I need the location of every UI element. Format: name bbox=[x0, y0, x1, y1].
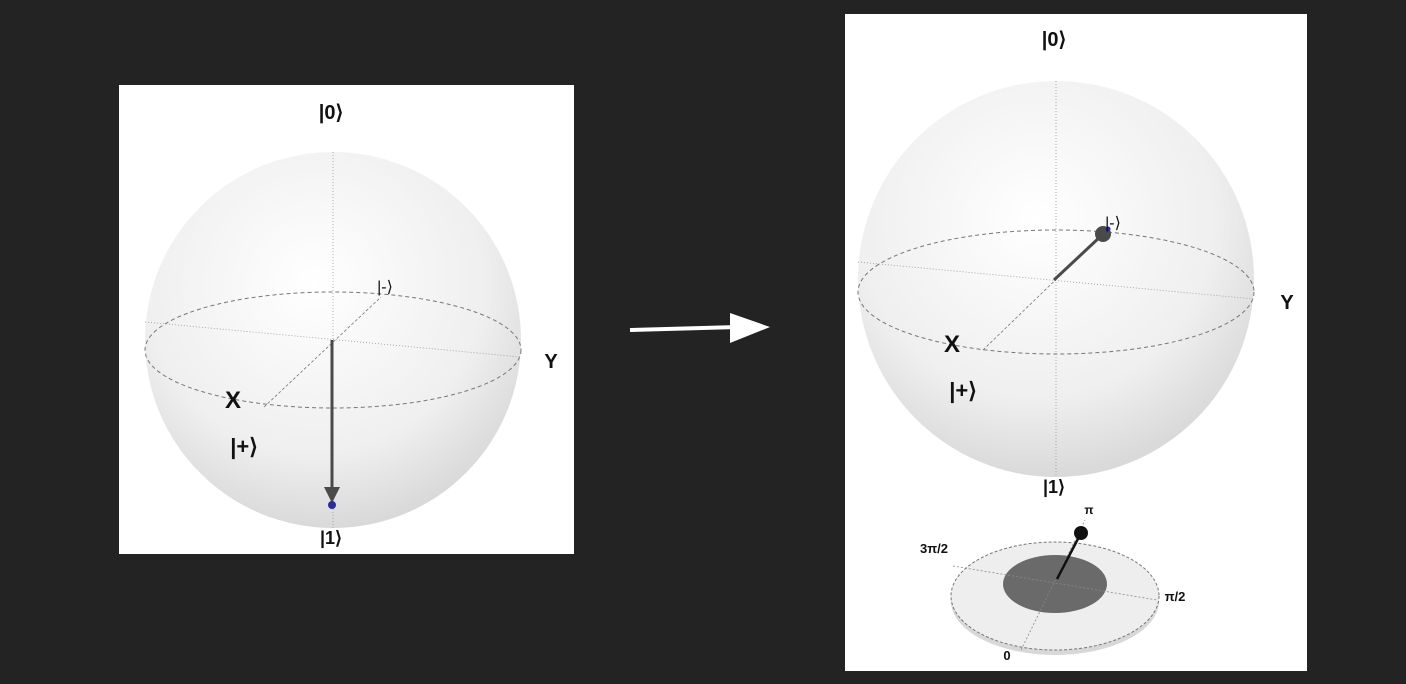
y-axis-line bbox=[857, 261, 1255, 300]
south-label: |1⟩ bbox=[320, 528, 342, 548]
phase-label-pi: π bbox=[1084, 503, 1093, 517]
bloch-sphere-before-svg: |0⟩ |1⟩ X Y |+⟩ |-⟩ bbox=[144, 102, 558, 548]
phase-label-pi-over-2: π/2 bbox=[1165, 589, 1186, 604]
north-label: |0⟩ bbox=[319, 102, 344, 124]
x-axis-line bbox=[263, 296, 382, 408]
phase-disk: 0 π/2 π 3π/2 bbox=[920, 503, 1185, 663]
state-vector bbox=[1052, 234, 1103, 282]
north-label: |0⟩ bbox=[1042, 29, 1067, 51]
minus-state-label: |-⟩ bbox=[1105, 215, 1121, 232]
x-axis-label: X bbox=[944, 331, 960, 358]
y-axis-label: Y bbox=[544, 351, 558, 373]
state-point bbox=[328, 501, 336, 509]
bloch-sphere-after-svg: |0⟩ |1⟩ X Y |+⟩ |-⟩ 0 π/2 π 3π/2 bbox=[857, 29, 1294, 663]
x-axis-label: X bbox=[225, 387, 241, 414]
arrow-head bbox=[730, 313, 770, 343]
phase-label-0: 0 bbox=[1003, 648, 1010, 663]
south-label: |1⟩ bbox=[1043, 477, 1065, 497]
state-point bbox=[1105, 226, 1111, 232]
transition-arrow bbox=[629, 313, 770, 343]
phase-disk-inner bbox=[1003, 555, 1107, 613]
arrow-shaft bbox=[629, 325, 739, 332]
phase-label-3pi-over-2: 3π/2 bbox=[920, 541, 948, 556]
phase-vector-head bbox=[1074, 526, 1088, 540]
bloch-sphere-before: |0⟩ |1⟩ X Y |+⟩ |-⟩ bbox=[119, 85, 574, 554]
phase-axis-0-pi bbox=[1020, 519, 1086, 651]
x-axis-line bbox=[982, 233, 1104, 351]
bloch-sphere-after: |0⟩ |1⟩ X Y |+⟩ |-⟩ 0 π/2 π 3π/2 bbox=[845, 14, 1307, 671]
phase-axis-pi2-3pi2 bbox=[952, 565, 1158, 601]
y-axis-label: Y bbox=[1280, 292, 1294, 314]
plus-state-label: |+⟩ bbox=[230, 434, 258, 459]
minus-state-label: |-⟩ bbox=[377, 279, 393, 296]
plus-state-label: |+⟩ bbox=[949, 378, 977, 403]
phase-vector bbox=[1055, 532, 1083, 580]
state-vector-arrowhead bbox=[324, 487, 340, 503]
